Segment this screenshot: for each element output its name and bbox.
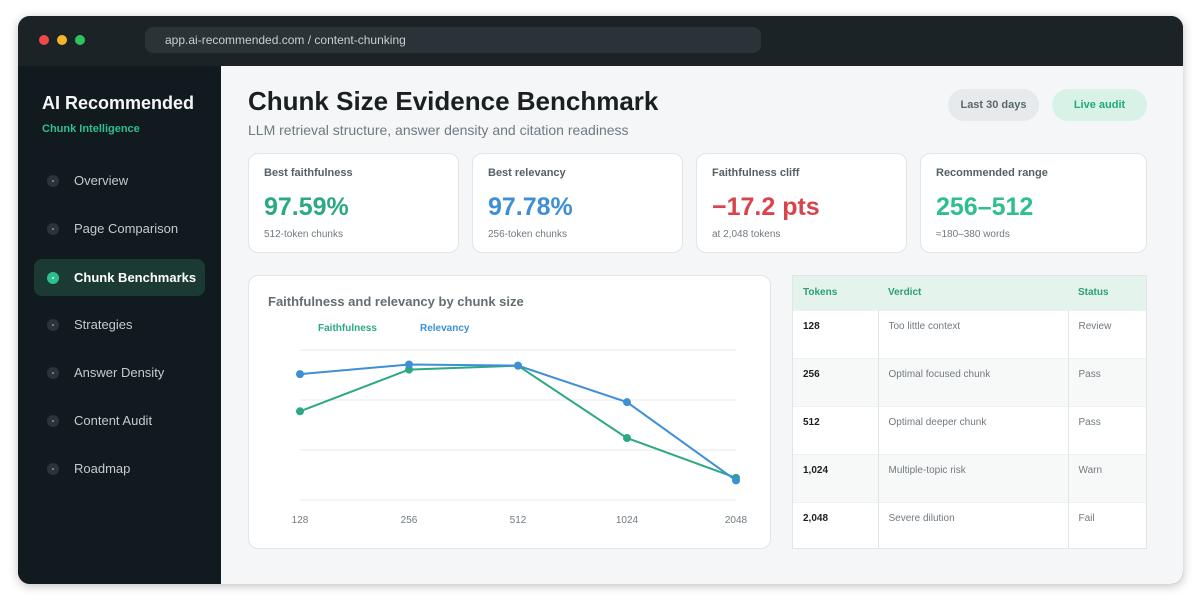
sidebar-item-answer-density[interactable]: Answer Density [34, 354, 205, 391]
brand-name: AI Recommended [42, 93, 195, 113]
metric-label: Recommended range [936, 167, 1048, 179]
metric-label: Best faithfulness [264, 167, 353, 179]
metric-note: ≈180–380 words [936, 229, 1010, 240]
cell-tokens: 256 [793, 357, 879, 406]
metric-value: 97.59% [264, 193, 349, 221]
series-line-relevancy [299, 363, 737, 482]
browser-titlebar: app.ai-recommended.com / content-chunkin… [18, 16, 1183, 66]
legend-faithfulness: Faithfulness [318, 323, 377, 334]
sidebar-item-label: Content Audit [74, 413, 153, 428]
table-row: 512 Optimal deeper chunk Pass [793, 405, 1146, 454]
nav-dot-icon [47, 272, 59, 284]
sidebar-item-page-comparison[interactable]: Page Comparison [34, 210, 205, 247]
nav-dot-icon [47, 367, 59, 379]
cell-tokens: 128 [793, 309, 879, 358]
x-tick-label: 512 [510, 515, 527, 526]
x-tick-label: 2048 [725, 515, 748, 526]
page-title: Chunk Size Evidence Benchmark [248, 86, 659, 116]
metric-value: −17.2 pts [712, 193, 820, 221]
sidebar-item-overview[interactable]: Overview [34, 162, 205, 199]
legend-relevancy: Relevancy [420, 323, 470, 334]
metric-note: 256-token chunks [488, 229, 567, 240]
cell-tokens: 1,024 [793, 453, 879, 502]
cell-tokens: 512 [793, 405, 879, 454]
x-tick-label: 1024 [616, 515, 639, 526]
nav-dot-icon [47, 415, 59, 427]
column-header-status[interactable]: Status [1068, 276, 1146, 310]
chart-title: Faithfulness and relevancy by chunk size [268, 294, 524, 309]
data-point-faithfulness [623, 434, 631, 443]
chart-panel: Faithfulness and relevancy by chunk size… [248, 275, 771, 549]
metric-card-best-relevancy: Best relevancy 97.78% 256-token chunks [472, 153, 683, 253]
nav-dot-icon [47, 175, 59, 187]
sidebar-item-roadmap[interactable]: Roadmap [34, 450, 205, 487]
sidebar-item-strategies[interactable]: Strategies [34, 306, 205, 343]
page-subtitle: LLM retrieval structure, answer density … [248, 122, 629, 138]
metric-card-recommended-range: Recommended range 256–512 ≈180–380 words [920, 153, 1147, 253]
cell-status: Pass [1068, 357, 1146, 406]
sidebar: AI Recommended Chunk Intelligence Overvi… [18, 66, 221, 584]
nav-dot-icon [47, 319, 59, 331]
maximize-window-button[interactable] [75, 35, 85, 45]
table-row: 128 Too little context Review [793, 309, 1146, 358]
data-point-relevancy [296, 370, 304, 379]
x-tick-label: 128 [292, 515, 309, 526]
line-chart: 128 256 512 1024 2048 [292, 349, 748, 526]
cell-tokens: 2,048 [793, 501, 879, 548]
cell-verdict: Multiple-topic risk [878, 453, 1069, 502]
brand-subtitle: Chunk Intelligence [42, 123, 140, 135]
metric-note: at 2,048 tokens [712, 229, 781, 240]
x-tick-label: 256 [401, 515, 418, 526]
minimize-window-button[interactable] [57, 35, 67, 45]
sidebar-item-content-audit[interactable]: Content Audit [34, 402, 205, 439]
cell-verdict: Too little context [878, 309, 1069, 358]
sidebar-item-label: Strategies [74, 317, 133, 332]
data-point-faithfulness [296, 407, 304, 416]
metric-value: 97.78% [488, 193, 573, 221]
series-line-faithfulness [299, 364, 737, 479]
nav-dot-icon [47, 463, 59, 475]
data-point-relevancy [405, 360, 413, 369]
nav-dot-icon [47, 223, 59, 235]
cell-verdict: Optimal focused chunk [878, 357, 1069, 406]
app-window: app.ai-recommended.com / content-chunkin… [18, 16, 1183, 584]
table-row: 1,024 Multiple-topic risk Warn [793, 453, 1146, 502]
address-bar[interactable]: app.ai-recommended.com / content-chunkin… [145, 27, 761, 53]
sidebar-item-label: Chunk Benchmarks [74, 270, 197, 285]
close-window-button[interactable] [39, 35, 49, 45]
cell-status: Pass [1068, 405, 1146, 454]
column-header-tokens[interactable]: Tokens [793, 276, 878, 310]
metric-card-faithfulness-cliff: Faithfulness cliff −17.2 pts at 2,048 to… [696, 153, 907, 253]
data-point-relevancy [732, 476, 740, 485]
column-header-verdict[interactable]: Verdict [878, 276, 1068, 310]
sidebar-item-label: Answer Density [74, 365, 165, 380]
data-point-relevancy [514, 361, 522, 370]
data-point-relevancy [623, 398, 631, 407]
sidebar-item-label: Roadmap [74, 461, 131, 476]
verdict-table: Tokens Verdict Status 128 Too little con… [792, 275, 1147, 549]
metric-label: Best relevancy [488, 167, 566, 179]
sidebar-item-chunk-benchmarks[interactable]: Chunk Benchmarks [34, 259, 205, 296]
cell-status: Warn [1068, 453, 1146, 502]
main-content: Chunk Size Evidence Benchmark LLM retrie… [221, 66, 1183, 584]
metric-label: Faithfulness cliff [712, 167, 800, 179]
table-row: 2,048 Severe dilution Fail [793, 501, 1146, 548]
sidebar-item-label: Page Comparison [74, 221, 179, 236]
metric-card-best-faithfulness: Best faithfulness 97.59% 512-token chunk… [248, 153, 459, 253]
date-range-button[interactable]: Last 30 days [948, 89, 1039, 121]
table-row: 256 Optimal focused chunk Pass [793, 357, 1146, 406]
metric-note: 512-token chunks [264, 229, 343, 240]
metric-value: 256–512 [936, 193, 1034, 221]
table-header-row: Tokens Verdict Status [793, 276, 1146, 310]
sidebar-item-label: Overview [74, 173, 129, 188]
cell-verdict: Optimal deeper chunk [878, 405, 1069, 454]
live-audit-button[interactable]: Live audit [1052, 89, 1147, 121]
cell-status: Review [1068, 309, 1146, 358]
cell-verdict: Severe dilution [878, 501, 1069, 548]
cell-status: Fail [1068, 501, 1146, 548]
